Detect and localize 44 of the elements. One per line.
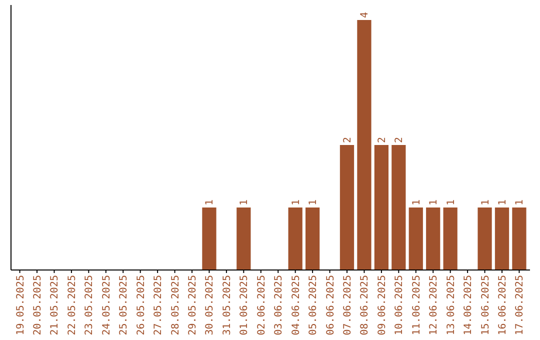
data-label: 1 — [204, 199, 216, 206]
x-tick-label: 03.06.2025 — [274, 275, 285, 336]
x-tick-label: 20.05.2025 — [32, 275, 44, 336]
x-tick-label: 17.06.2025 — [514, 275, 526, 336]
data-label: 1 — [497, 199, 508, 206]
x-tick-label: 27.05.2025 — [153, 275, 164, 336]
x-tick-label: 24.05.2025 — [101, 275, 112, 336]
x-tick-label: 26.05.2025 — [136, 275, 147, 336]
x-tick-label: 01.06.2025 — [239, 275, 250, 336]
x-tick-label: 09.06.2025 — [376, 275, 388, 336]
x-tick-label: 07.06.2025 — [342, 275, 354, 336]
data-label: 2 — [376, 136, 388, 143]
data-label: 1 — [290, 199, 302, 206]
x-tick-label: 10.06.2025 — [394, 275, 406, 336]
x-tick-label: 04.06.2025 — [290, 275, 302, 336]
x-tick-label: 29.05.2025 — [188, 275, 198, 336]
data-label: 1 — [514, 199, 526, 206]
x-tick-label: 19.05.2025 — [15, 275, 26, 336]
x-tick-label: 23.05.2025 — [84, 275, 96, 336]
x-tick-label: 31.05.2025 — [222, 275, 233, 336]
data-label: 1 — [446, 199, 457, 206]
x-tick-label: 12.06.2025 — [428, 275, 440, 336]
data-label: 2 — [394, 136, 406, 143]
x-tick-label: 25.05.2025 — [118, 275, 130, 336]
data-label: 4 — [360, 12, 371, 18]
x-tick-label: 15.06.2025 — [480, 275, 492, 336]
x-tick-label: 22.05.2025 — [66, 275, 78, 336]
data-label: 1 — [480, 199, 492, 206]
x-tick-label: 06.06.2025 — [325, 275, 336, 336]
x-tick-label: 28.05.2025 — [170, 275, 182, 336]
x-tick-label: 08.06.2025 — [360, 275, 371, 336]
x-tick-label: 30.05.2025 — [204, 275, 216, 336]
x-tick-label: 16.06.2025 — [497, 275, 508, 336]
data-label: 1 — [308, 199, 320, 206]
x-tick-label: 13.06.2025 — [446, 275, 457, 336]
data-label: 1 — [428, 199, 440, 206]
x-tick-label: 14.06.2025 — [463, 275, 474, 336]
x-tick-label: 05.06.2025 — [308, 275, 320, 336]
x-tick-label: 02.06.2025 — [256, 275, 268, 336]
x-tick-label: 21.05.2025 — [50, 275, 61, 336]
data-label: 1 — [411, 199, 422, 206]
x-tick-label: 11.06.2025 — [411, 275, 422, 336]
data-label: 1 — [239, 199, 250, 206]
data-label: 2 — [342, 136, 354, 143]
